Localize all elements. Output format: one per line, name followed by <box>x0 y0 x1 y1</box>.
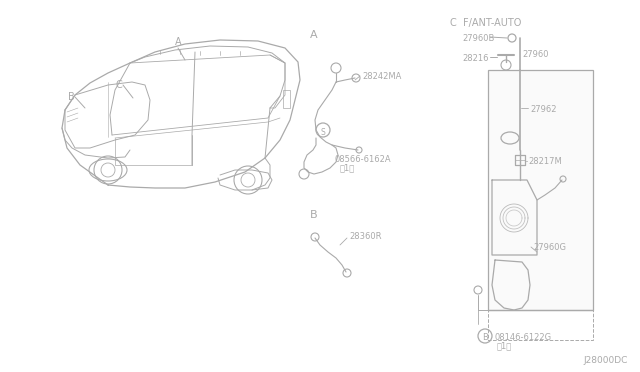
Text: （1）: （1） <box>497 341 512 350</box>
Text: 27962: 27962 <box>530 105 557 114</box>
Text: C: C <box>115 80 122 90</box>
Text: 27960B: 27960B <box>462 34 494 43</box>
Bar <box>488 310 593 340</box>
Bar <box>283 90 290 108</box>
Text: 08146-6122G: 08146-6122G <box>495 333 552 342</box>
Text: （1）: （1） <box>340 163 355 172</box>
Bar <box>488 70 593 310</box>
Text: A: A <box>175 37 181 47</box>
Text: 08566-6162A: 08566-6162A <box>335 155 392 164</box>
Text: 27960G: 27960G <box>533 243 566 252</box>
Text: B: B <box>68 92 75 102</box>
Text: 28360R: 28360R <box>349 232 381 241</box>
Text: A: A <box>310 30 317 40</box>
Text: C  F/ANT-AUTO: C F/ANT-AUTO <box>450 18 522 28</box>
Text: B: B <box>310 210 317 220</box>
Text: 28217M: 28217M <box>528 157 562 166</box>
Text: 27960: 27960 <box>522 50 548 59</box>
Text: 28216: 28216 <box>462 54 488 63</box>
Text: J28000DC: J28000DC <box>584 356 628 365</box>
Text: S: S <box>321 128 325 137</box>
Text: 28242MA: 28242MA <box>362 72 401 81</box>
Text: B: B <box>482 334 488 343</box>
